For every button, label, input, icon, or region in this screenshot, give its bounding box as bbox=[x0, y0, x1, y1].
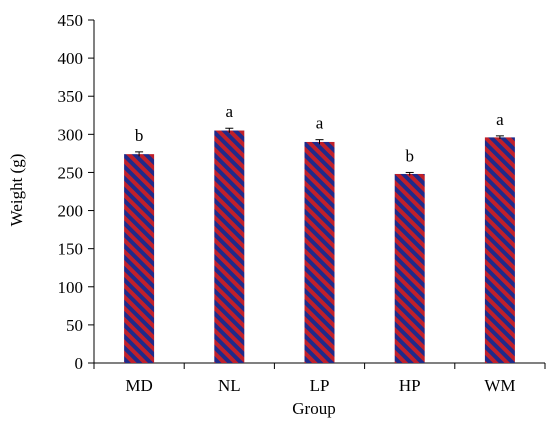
bar-md bbox=[124, 154, 155, 363]
x-tick-label: MD bbox=[125, 376, 152, 395]
y-tick-label: 300 bbox=[58, 125, 84, 144]
x-axis-label: Group bbox=[292, 399, 335, 418]
y-tick-label: 250 bbox=[58, 163, 84, 182]
plot-area: 0 50 100 150 200 250 300 350 400 450 b MD a NL a LP b HP a… bbox=[58, 11, 546, 395]
bar-nl bbox=[214, 130, 245, 363]
y-tick-label: 400 bbox=[58, 49, 84, 68]
significance-label: a bbox=[496, 110, 504, 129]
y-axis-label: Weight (g) bbox=[7, 154, 26, 227]
y-tick-label: 100 bbox=[58, 278, 84, 297]
bar-hp bbox=[394, 173, 425, 363]
significance-label: b bbox=[135, 126, 144, 145]
y-tick-label: 50 bbox=[66, 316, 83, 335]
significance-label: a bbox=[316, 114, 324, 133]
x-tick-label: HP bbox=[399, 376, 421, 395]
significance-label: b bbox=[405, 146, 414, 165]
x-tick-label: LP bbox=[310, 376, 330, 395]
y-tick-label: 150 bbox=[58, 240, 84, 259]
y-tick-label: 200 bbox=[58, 202, 84, 221]
bar-lp bbox=[304, 141, 335, 363]
significance-label: a bbox=[226, 102, 234, 121]
y-tick-label: 350 bbox=[58, 87, 84, 106]
x-tick-label: WM bbox=[484, 376, 515, 395]
x-tick-label: NL bbox=[218, 376, 241, 395]
bar-wm bbox=[484, 137, 515, 363]
y-tick-label: 0 bbox=[75, 354, 84, 373]
y-tick-label: 450 bbox=[58, 11, 84, 30]
